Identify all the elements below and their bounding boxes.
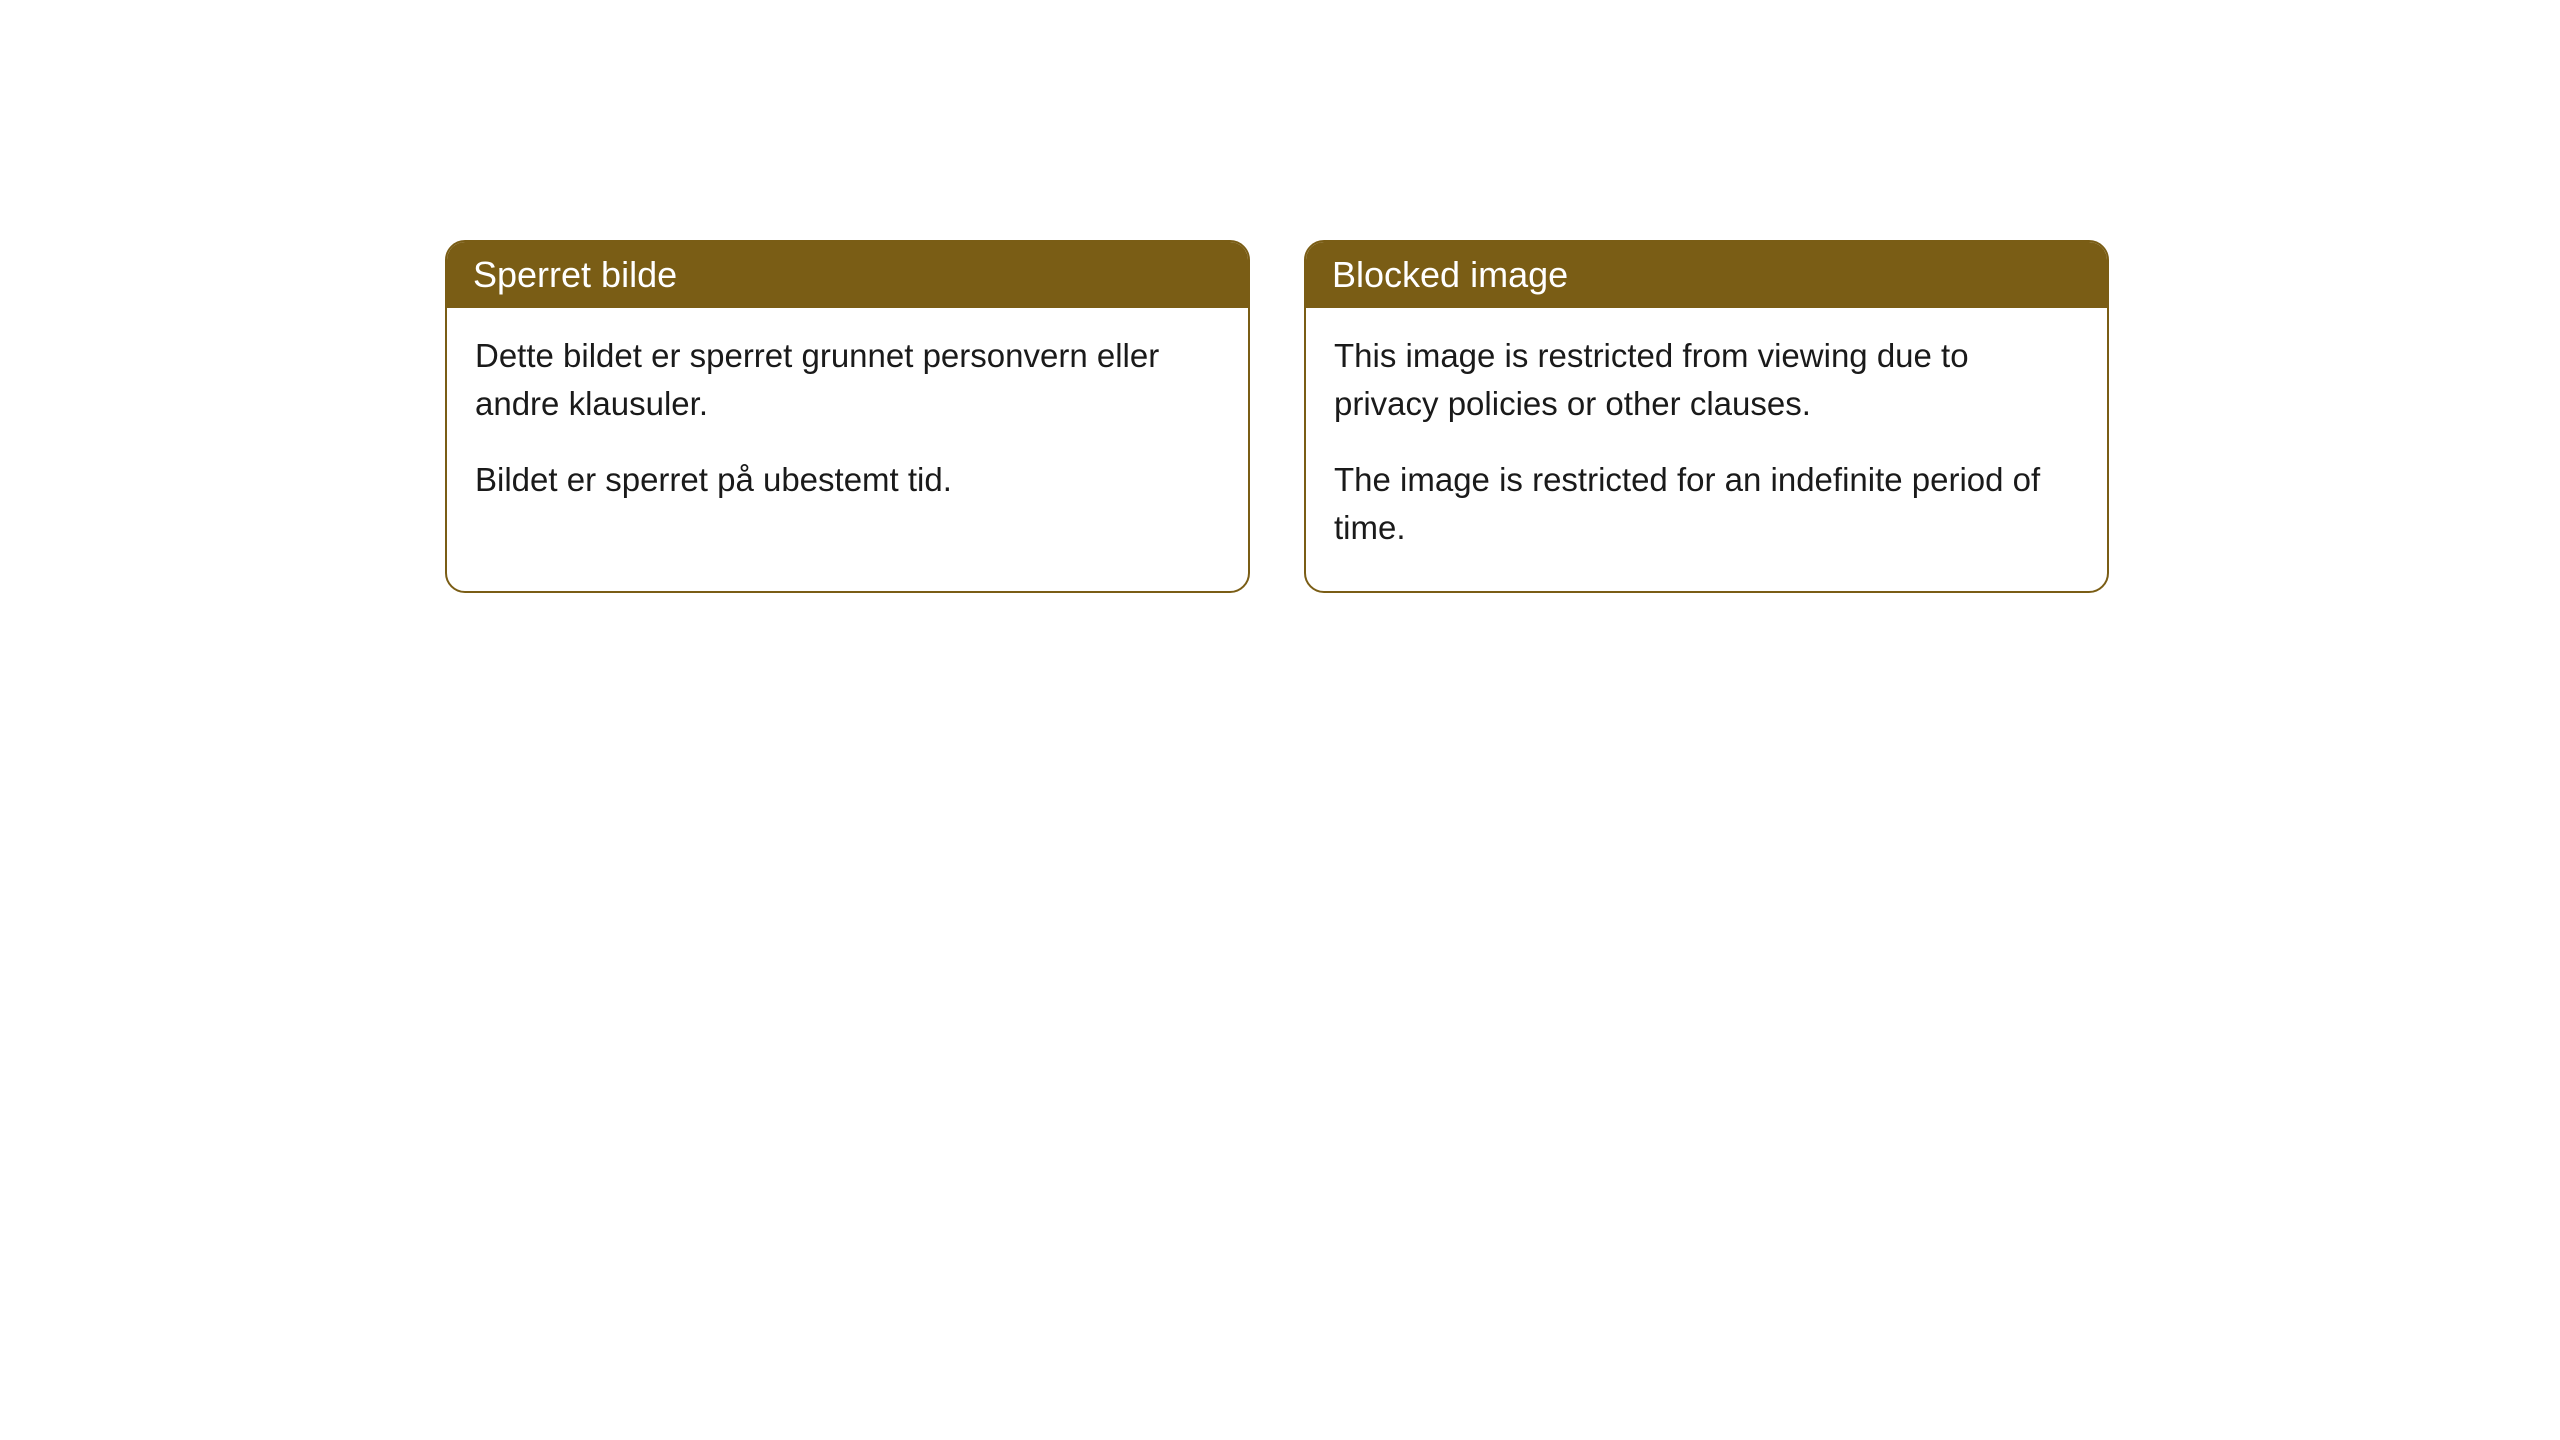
notice-header-norwegian: Sperret bilde (447, 242, 1248, 308)
notice-header-english: Blocked image (1306, 242, 2107, 308)
notice-body-norwegian: Dette bildet er sperret grunnet personve… (447, 308, 1248, 544)
notice-paragraph: Dette bildet er sperret grunnet personve… (475, 332, 1220, 428)
notice-title: Sperret bilde (473, 254, 677, 295)
notice-paragraph: This image is restricted from viewing du… (1334, 332, 2079, 428)
notice-paragraph: The image is restricted for an indefinit… (1334, 456, 2079, 552)
notice-paragraph: Bildet er sperret på ubestemt tid. (475, 456, 1220, 504)
notice-card-english: Blocked image This image is restricted f… (1304, 240, 2109, 593)
notice-cards-container: Sperret bilde Dette bildet er sperret gr… (445, 240, 2109, 593)
notice-body-english: This image is restricted from viewing du… (1306, 308, 2107, 591)
notice-card-norwegian: Sperret bilde Dette bildet er sperret gr… (445, 240, 1250, 593)
notice-title: Blocked image (1332, 254, 1568, 295)
